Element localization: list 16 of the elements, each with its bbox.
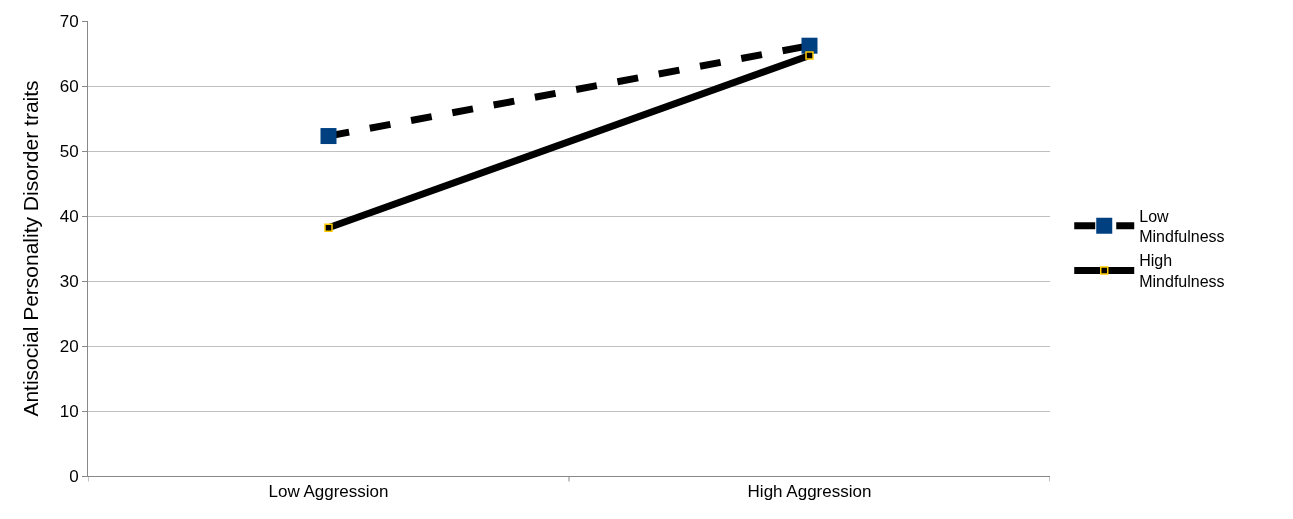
y-axis-title: Antisocial Personality Disorder traits — [18, 80, 42, 417]
y-tick-label: 10 — [59, 401, 79, 421]
y-tick-label: 20 — [59, 336, 79, 356]
legend-label: Low Mindfulness — [1139, 207, 1225, 246]
point — [805, 51, 814, 60]
y-tick-label: 50 — [59, 141, 79, 161]
y-tick-label: 30 — [59, 271, 79, 291]
point — [324, 223, 333, 232]
x-tick-label: Low Aggression — [268, 482, 389, 502]
y-tick-label: 70 — [59, 11, 79, 31]
x-tick-label: High Aggression — [747, 482, 872, 502]
point — [320, 128, 337, 145]
y-tick-label: 0 — [69, 466, 79, 486]
legend-label: High Mindfulness — [1139, 252, 1225, 291]
y-tick-label: 40 — [59, 206, 79, 226]
y-tick-label: 60 — [59, 76, 79, 96]
